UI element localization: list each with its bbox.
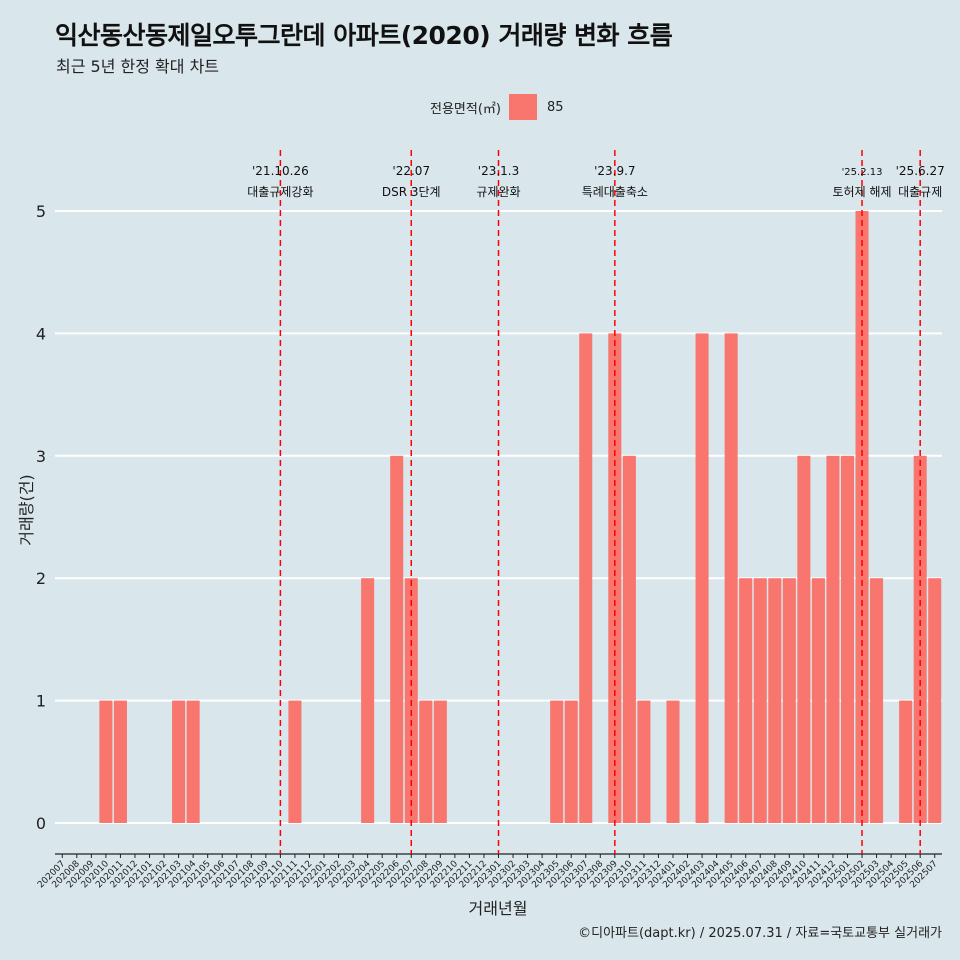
bar-202306 <box>564 700 578 823</box>
bar-202206 <box>390 455 404 823</box>
y-axis-title: 거래량(건) <box>17 474 36 545</box>
x-axis-title: 거래년월 <box>469 899 528 918</box>
annotation-202502-label: 토허제 해제 <box>833 185 892 199</box>
y-tick-label-0: 0 <box>36 814 46 833</box>
bar-202405 <box>724 333 738 823</box>
bar-202401 <box>666 700 680 823</box>
chart-title: 익산동산동제일오투그란데 아파트(2020) 거래량 변화 흐름 <box>55 21 673 50</box>
bar-202412 <box>826 455 840 823</box>
bar-202103 <box>172 700 186 823</box>
bar-202209 <box>433 700 447 823</box>
bar-202505 <box>899 700 913 823</box>
bar-202409 <box>782 578 796 823</box>
bar-202502 <box>855 211 869 823</box>
annotation-202110-date: '21.10.26 <box>252 164 309 178</box>
legend-title: 전용면적(㎡) <box>430 101 501 117</box>
legend-label-85: 85 <box>546 99 564 115</box>
bar-202411 <box>811 578 825 823</box>
annotation-202110-label: 대출규제강화 <box>247 185 313 199</box>
annotation-202301-date: '23.1.3 <box>478 164 519 178</box>
bar-202010 <box>99 700 113 823</box>
bar-202403 <box>695 333 709 823</box>
y-tick-label-1: 1 <box>36 692 46 711</box>
bar-202406 <box>739 578 753 823</box>
bar-202408 <box>768 578 782 823</box>
source-caption: ©디아파트(dapt.kr) / 2025.07.31 / 자료=국토교통부 실… <box>578 926 942 941</box>
bar-202501 <box>840 455 855 823</box>
bar-202305 <box>550 700 564 823</box>
bar-202506 <box>913 455 927 823</box>
annotation-202506-date: '25.6.27 <box>896 164 945 178</box>
annotation-202502-date: '25.2.13 <box>842 167 883 178</box>
y-tick-label-3: 3 <box>36 447 46 466</box>
bar-202311 <box>637 700 651 823</box>
y-tick-label-4: 4 <box>36 324 46 343</box>
bar-202104 <box>186 700 200 823</box>
bar-202410 <box>797 455 811 823</box>
bar-202503 <box>870 578 884 823</box>
bar-202208 <box>419 700 433 823</box>
y-tick-label-5: 5 <box>36 202 46 221</box>
bar-202307 <box>579 333 593 823</box>
annotation-202309-label: 특례대출축소 <box>582 185 648 199</box>
annotation-202506-label: 대출규제 <box>898 185 942 199</box>
annotation-202309-date: '23.9.7 <box>594 164 635 178</box>
bar-202204 <box>361 578 375 823</box>
bar-202309 <box>608 333 622 823</box>
legend: 전용면적(㎡) 85 <box>430 94 564 120</box>
annotation-202207-date: '22.07 <box>392 164 430 178</box>
bar-202407 <box>753 578 767 823</box>
bar-202310 <box>622 455 636 823</box>
chart-subtitle: 최근 5년 한정 확대 차트 <box>56 57 220 76</box>
y-tick-label-2: 2 <box>36 569 46 588</box>
legend-swatch-85 <box>508 94 537 120</box>
bar-202507 <box>928 578 942 823</box>
annotation-202207-label: DSR 3단계 <box>382 185 441 199</box>
bar-202011 <box>113 700 127 823</box>
annotation-202301-label: 규제완화 <box>476 185 520 199</box>
bar-202111 <box>288 700 302 823</box>
